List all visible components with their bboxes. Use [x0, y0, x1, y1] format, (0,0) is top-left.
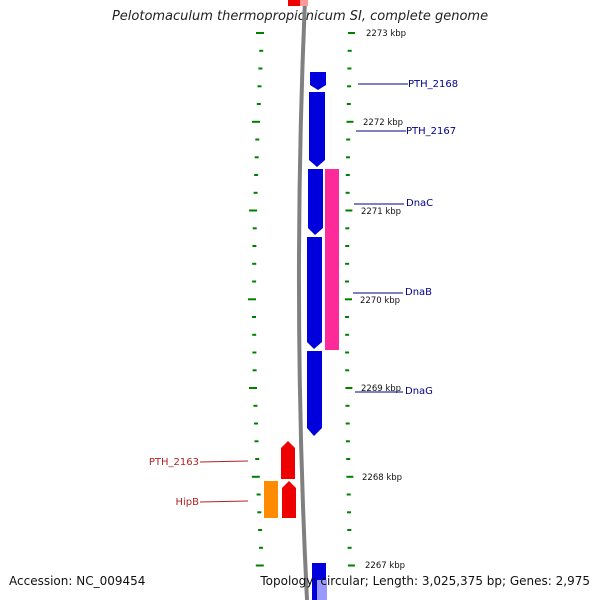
genome-backbone [296, 0, 309, 600]
reverse-gene-labels: PTH_2163 HipB [149, 457, 249, 508]
gene-bottom-partial-highlight [317, 580, 327, 600]
gene-PTH_2168[interactable] [310, 72, 326, 90]
scale-label: 2271 kbp [361, 207, 401, 217]
gene-DnaG[interactable] [307, 351, 322, 436]
left-tick-ruler [248, 32, 264, 567]
gene-pink [325, 169, 339, 350]
scale-label: 2268 kbp [362, 473, 402, 483]
gene-label-PTH_2163[interactable]: PTH_2163 [149, 457, 199, 468]
forward-gene-labels: PTH_2168 PTH_2167 DnaC DnaB DnaG [353, 79, 458, 397]
gene-label-DnaG[interactable]: DnaG [405, 386, 433, 397]
scale-label: 2270 kbp [360, 296, 400, 306]
gene-DnaC[interactable] [308, 169, 323, 235]
scale-label: 2269 kbp [361, 384, 401, 394]
gene-label-DnaC[interactable]: DnaC [406, 198, 433, 209]
gene-DnaB[interactable] [307, 237, 322, 349]
gene-label-PTH_2168[interactable]: PTH_2168 [408, 79, 458, 90]
gene-label-DnaB[interactable]: DnaB [405, 287, 432, 298]
right-tick-ruler [345, 32, 355, 567]
gene-HipB[interactable] [282, 481, 296, 518]
scale-label: 2272 kbp [363, 118, 403, 128]
reverse-genes [264, 441, 296, 518]
gene-label-PTH_2167[interactable]: PTH_2167 [406, 126, 456, 137]
gene-PTH_2167[interactable] [309, 92, 325, 167]
accession-text: Accession: NC_009454 [9, 574, 146, 588]
label-leader [199, 460, 249, 463]
gene-top-partial [288, 0, 300, 6]
scale-label: 2273 kbp [366, 29, 406, 39]
scale-label: 2267 kbp [365, 561, 405, 571]
gene-label-HipB[interactable]: HipB [175, 497, 199, 508]
gene-PTH_2163[interactable] [281, 441, 295, 479]
map-title: Pelotomaculum thermopropionicum SI, comp… [111, 9, 489, 24]
topology-text: Topology: circular; Length: 3,025,375 bp… [260, 574, 590, 588]
label-leader [199, 500, 249, 503]
forward-genes [307, 72, 327, 600]
scale-labels: 2273 kbp 2272 kbp 2271 kbp 2270 kbp 2269… [360, 29, 406, 571]
gene-top-partial-highlight [300, 0, 308, 6]
gene-orange [264, 481, 278, 518]
